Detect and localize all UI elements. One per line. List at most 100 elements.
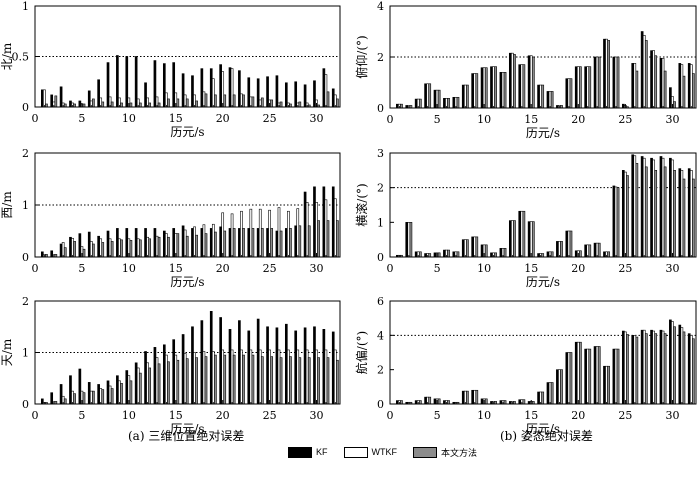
- bar-a-north-2-8: [110, 101, 114, 108]
- bar-a-up-2-5: [82, 392, 86, 405]
- bar-a-west-0-8: [106, 230, 110, 258]
- bar-b-pitch-0-3: [414, 98, 418, 109]
- bar-a-north-0-3: [59, 86, 63, 108]
- bar-a-up-1-24: [258, 349, 262, 405]
- bar-b-roll-0-20: [574, 250, 578, 258]
- bar-b-roll-0-4: [424, 253, 427, 258]
- bar-a-north-2-20: [223, 94, 227, 108]
- bar-b-roll-2-16: [541, 253, 545, 258]
- bar-a-up-0-25: [266, 326, 269, 405]
- bar-b-roll-2-7: [456, 251, 460, 258]
- bar-a-north-1-31: [324, 74, 328, 108]
- bar-b-pitch-0-30: [669, 87, 672, 109]
- bar-a-west-2-14: [167, 236, 170, 258]
- bar-b-pitch-0-22: [593, 56, 597, 109]
- bar-b-pitch-2-17: [550, 91, 554, 109]
- bar-a-up-2-20: [223, 354, 227, 405]
- bar-b-pitch-2-19: [569, 78, 573, 109]
- y-tick-label: 4: [377, 329, 384, 342]
- bar-a-north-2-6: [92, 98, 95, 108]
- bar-b-yaw-0-21: [584, 348, 587, 405]
- legend-label-proposed: 本文方法: [441, 447, 478, 458]
- bar-b-pitch-0-9: [471, 73, 475, 109]
- x-tick-label: 10: [477, 113, 491, 126]
- bar-b-yaw-0-29: [659, 329, 663, 405]
- bar-a-north-0-20: [219, 64, 222, 108]
- bar-a-up-1-28: [296, 349, 300, 405]
- bar-a-west-0-5: [78, 233, 82, 258]
- bar-b-yaw-2-5: [437, 398, 441, 405]
- bar-a-up-1-20: [221, 349, 225, 405]
- y-tick-label: 2: [377, 364, 384, 377]
- bar-a-up-1-31: [324, 349, 328, 405]
- bar-b-yaw-0-27: [640, 329, 644, 405]
- bar-a-up-0-16: [181, 334, 185, 405]
- bar-b-roll-0-6: [443, 249, 446, 258]
- bar-a-west-0-24: [256, 228, 260, 258]
- bar-b-roll-1-26: [633, 155, 637, 258]
- bar-b-yaw-1-19: [567, 352, 571, 405]
- x-tick-label: 25: [618, 409, 632, 422]
- bar-b-pitch-1-19: [567, 78, 571, 109]
- x-tick-label: 15: [524, 409, 538, 422]
- x-tick-label: 30: [310, 409, 324, 422]
- bar-b-yaw-1-9: [473, 389, 477, 405]
- bar-b-pitch-1-16: [539, 84, 542, 109]
- bar-b-pitch-2-4: [428, 83, 432, 109]
- bar-b-roll-2-26: [635, 163, 639, 258]
- bar-a-west-0-11: [134, 228, 138, 258]
- bar-b-yaw-2-8: [466, 390, 469, 405]
- bar-a-up-2-19: [214, 354, 217, 405]
- bar-b-yaw-1-18: [558, 369, 561, 405]
- bar-b-roll-1-18: [558, 241, 561, 258]
- bar-b-yaw-2-1: [400, 400, 403, 405]
- bar-a-north-2-9: [120, 102, 123, 108]
- y-tick-label: 0: [377, 251, 384, 264]
- bar-b-yaw-0-28: [650, 329, 653, 405]
- legend-swatch-proposed: [413, 446, 438, 458]
- bar-b-yaw-0-4: [424, 396, 427, 405]
- bar-b-roll-2-12: [503, 248, 507, 258]
- bar-b-roll-0-13: [508, 220, 512, 258]
- bar-a-north-0-16: [181, 73, 185, 108]
- bar-a-north-0-22: [238, 70, 241, 108]
- bar-b-pitch-1-31: [680, 64, 684, 109]
- bar-b-yaw-1-26: [633, 335, 637, 405]
- bar-b-pitch-2-24: [616, 56, 620, 109]
- bar-a-up-2-13: [157, 363, 161, 405]
- y-tick-label: 2: [377, 182, 384, 195]
- bar-a-north-0-28: [294, 81, 298, 108]
- bar-b-yaw-0-16: [537, 391, 540, 405]
- bar-b-yaw-2-17: [550, 382, 554, 405]
- y-tick-label: 1: [377, 216, 384, 229]
- bar-b-pitch-1-29: [661, 57, 665, 109]
- bar-b-yaw-2-30: [673, 326, 676, 405]
- x-tick-label: 10: [122, 112, 136, 125]
- bar-b-yaw-2-20: [579, 341, 582, 405]
- bar-a-up-0-26: [275, 327, 279, 405]
- bar-a-up-0-20: [219, 317, 222, 405]
- bar-a-up-0-11: [134, 362, 138, 405]
- bar-b-pitch-1-9: [473, 73, 477, 109]
- bar-b-pitch-2-1: [400, 103, 403, 109]
- bar-b-pitch-2-29: [663, 70, 667, 109]
- y-axis-label: 航偏/(°): [354, 331, 369, 374]
- bar-b-yaw-0-32: [687, 333, 691, 405]
- bar-a-up-2-7: [101, 389, 105, 405]
- legend-label-wtkf: WTKF: [371, 447, 398, 457]
- bar-a-north-0-8: [106, 62, 110, 108]
- bar-b-roll-0-7: [452, 251, 456, 258]
- x-tick-label: 25: [263, 409, 277, 422]
- bar-a-up-1-7: [99, 388, 103, 405]
- bar-b-yaw-0-22: [593, 346, 597, 405]
- x-tick-label: 0: [387, 409, 394, 422]
- bar-b-pitch-1-14: [520, 64, 524, 109]
- bar-b-pitch-0-27: [640, 31, 644, 109]
- bar-a-west-0-23: [247, 228, 251, 258]
- bar-a-up-0-18: [200, 320, 204, 405]
- bar-b-pitch-2-12: [503, 72, 507, 109]
- bar-b-roll-2-5: [437, 252, 441, 258]
- x-tick-label: 5: [78, 262, 85, 275]
- x-tick-label: 10: [477, 409, 491, 422]
